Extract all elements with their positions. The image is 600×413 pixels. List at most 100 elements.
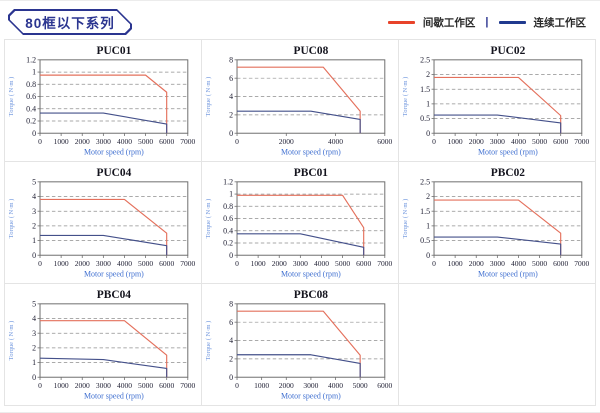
svg-text:4: 4 (229, 336, 233, 345)
svg-text:6000: 6000 (377, 381, 392, 390)
svg-text:1: 1 (32, 68, 36, 77)
empty-cell (399, 284, 596, 406)
svg-text:2000: 2000 (75, 381, 90, 390)
svg-text:Motor speed (rpm): Motor speed (rpm) (281, 392, 341, 401)
svg-text:3000: 3000 (303, 381, 318, 390)
svg-text:6000: 6000 (553, 259, 568, 268)
svg-text:0: 0 (432, 137, 436, 146)
svg-text:7000: 7000 (180, 259, 195, 268)
continuous-zone-line-icon (498, 20, 526, 24)
svg-text:Torque ( N·m ): Torque ( N·m ) (8, 77, 15, 117)
svg-text:2: 2 (426, 192, 430, 201)
chart-cell-pbc08: PBC08 0 2 4 6 8 0 1000 2000 3000 4000 5000 6000 Motor… (202, 284, 399, 406)
svg-text:2: 2 (32, 222, 36, 231)
svg-text:Motor speed (rpm): Motor speed (rpm) (478, 148, 538, 157)
svg-text:3000: 3000 (490, 137, 505, 146)
svg-text:1: 1 (32, 358, 36, 367)
svg-text:0: 0 (32, 129, 36, 138)
svg-text:2000: 2000 (469, 259, 484, 268)
svg-text:2000: 2000 (272, 259, 287, 268)
svg-text:1.2: 1.2 (223, 178, 233, 187)
svg-text:4000: 4000 (117, 259, 132, 268)
badge-fill (10, 11, 131, 34)
svg-text:3: 3 (32, 207, 36, 216)
svg-text:4000: 4000 (117, 137, 132, 146)
svg-text:4000: 4000 (328, 137, 343, 146)
svg-text:2: 2 (426, 70, 430, 79)
svg-text:0.5: 0.5 (420, 114, 430, 123)
svg-text:0: 0 (38, 259, 42, 268)
svg-text:1000: 1000 (54, 381, 69, 390)
svg-text:0.2: 0.2 (223, 239, 233, 248)
svg-text:8: 8 (229, 300, 233, 309)
legend: 间歇工作区 | 连续工作区 (387, 15, 590, 30)
svg-text:6000: 6000 (159, 259, 174, 268)
svg-text:Motor speed (rpm): Motor speed (rpm) (84, 270, 144, 279)
svg-text:0: 0 (32, 251, 36, 260)
svg-text:2: 2 (32, 344, 36, 353)
svg-text:5000: 5000 (138, 381, 153, 390)
chart-cell-puc04: PUC04 0 1 2 3 4 5 0 1000 2000 3000 4000 5000 6000 7000… (5, 162, 202, 284)
svg-text:2000: 2000 (469, 137, 484, 146)
chart-cell-pbc02: PBC02 0 0.5 1 1.5 2 2.5 0 1000 2000 3000 4000 5000 60… (399, 162, 596, 284)
svg-text:2.5: 2.5 (420, 178, 430, 187)
svg-text:3000: 3000 (96, 259, 111, 268)
svg-text:6000: 6000 (159, 381, 174, 390)
svg-text:0: 0 (235, 381, 239, 390)
svg-text:6000: 6000 (377, 137, 392, 146)
svg-text:1: 1 (229, 190, 233, 199)
torque-speed-chart-puc01: PUC01 0 0.2 0.4 0.6 0.8 1 1.2 0 1000 2000 3000 4000 5… (8, 45, 195, 157)
svg-text:0.5: 0.5 (420, 236, 430, 245)
svg-text:5000: 5000 (335, 259, 350, 268)
svg-text:PUC04: PUC04 (97, 167, 132, 179)
svg-text:0.8: 0.8 (26, 80, 36, 89)
svg-text:PBC08: PBC08 (294, 289, 328, 301)
svg-text:0: 0 (38, 381, 42, 390)
svg-text:1: 1 (32, 236, 36, 245)
svg-text:1000: 1000 (254, 381, 269, 390)
torque-speed-chart-pbc08: PBC08 0 2 4 6 8 0 1000 2000 3000 4000 5000 6000 Motor… (205, 289, 392, 401)
svg-text:0: 0 (32, 373, 36, 382)
svg-text:6: 6 (229, 74, 233, 83)
svg-text:1000: 1000 (448, 259, 463, 268)
svg-text:PBC01: PBC01 (294, 167, 328, 179)
svg-text:Motor speed (rpm): Motor speed (rpm) (281, 148, 341, 157)
chart-cell-puc02: PUC02 0 0.5 1 1.5 2 2.5 0 1000 2000 3000 4000 5000 60… (399, 40, 596, 162)
svg-text:1: 1 (426, 100, 430, 109)
svg-text:7000: 7000 (574, 137, 589, 146)
svg-text:0.4: 0.4 (223, 226, 233, 235)
svg-text:Torque ( N·m ): Torque ( N·m ) (402, 199, 409, 239)
svg-text:1000: 1000 (251, 259, 266, 268)
svg-text:4000: 4000 (117, 381, 132, 390)
svg-text:0: 0 (229, 129, 233, 138)
chart-grid: PUC01 0 0.2 0.4 0.6 0.8 1 1.2 0 1000 2000 3000 4000 5… (4, 39, 596, 406)
page-title: 80框以下系列 (25, 16, 115, 31)
svg-text:5000: 5000 (532, 259, 547, 268)
chart-cell-puc08: PUC08 0 2 4 6 8 0 2000 4000 6000 Motor speed (rpm)… (202, 40, 399, 162)
svg-text:1000: 1000 (54, 259, 69, 268)
legend-separator: | (485, 16, 489, 28)
svg-text:1000: 1000 (448, 137, 463, 146)
svg-text:1.5: 1.5 (420, 85, 430, 94)
svg-text:4: 4 (32, 192, 36, 201)
svg-text:0: 0 (432, 259, 436, 268)
svg-text:2: 2 (229, 111, 233, 120)
svg-text:2000: 2000 (75, 259, 90, 268)
svg-text:5000: 5000 (138, 259, 153, 268)
svg-text:4: 4 (229, 92, 233, 101)
svg-text:0.8: 0.8 (223, 202, 233, 211)
svg-text:PUC01: PUC01 (97, 45, 132, 57)
svg-text:PUC08: PUC08 (294, 45, 329, 57)
svg-text:4: 4 (32, 314, 36, 323)
svg-text:7000: 7000 (180, 381, 195, 390)
svg-text:7000: 7000 (574, 259, 589, 268)
torque-speed-chart-pbc01: PBC01 0 0.2 0.4 0.6 0.8 1 1.2 0 1000 2000 3000 4000 5… (205, 167, 392, 279)
svg-text:7000: 7000 (377, 259, 392, 268)
svg-text:Torque ( N·m ): Torque ( N·m ) (402, 77, 409, 117)
svg-text:5: 5 (32, 300, 36, 309)
svg-text:1.5: 1.5 (420, 207, 430, 216)
svg-text:1.2: 1.2 (26, 56, 36, 65)
svg-text:0: 0 (38, 137, 42, 146)
svg-text:PBC02: PBC02 (491, 167, 525, 179)
svg-text:Torque ( N·m ): Torque ( N·m ) (205, 77, 212, 117)
